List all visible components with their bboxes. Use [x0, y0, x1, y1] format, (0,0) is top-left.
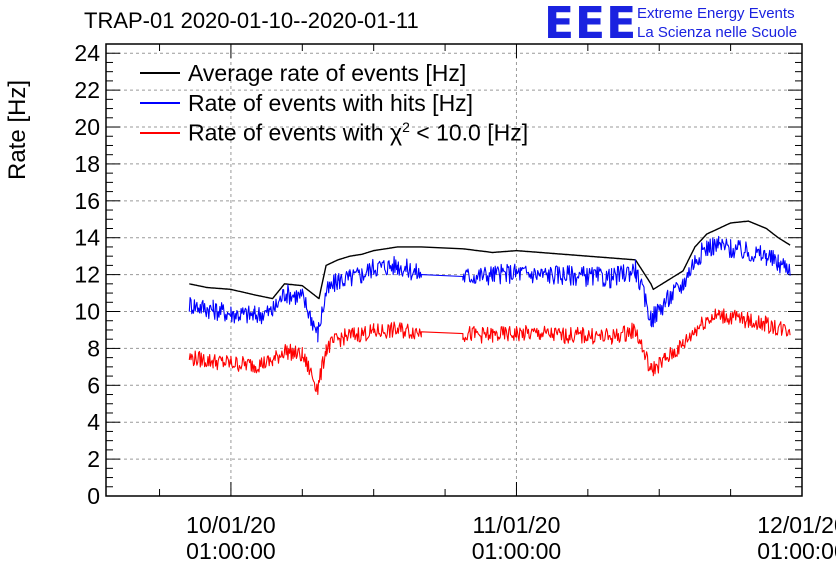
chart-title: TRAP-01 2020-01-10--2020-01-11: [84, 8, 419, 33]
series-line-average: [189, 220, 791, 300]
legend-entry-average: Average rate of events [Hz]: [140, 58, 528, 88]
legend-chi2-prefix: Rate of events with: [188, 119, 390, 146]
x-tick-label-date: 10/01/20: [186, 512, 276, 538]
x-tick-label-date: 11/01/20: [473, 512, 561, 538]
y-tick-label: 14: [74, 225, 100, 251]
legend-chi2-suffix: < 10.0 [Hz]: [409, 119, 529, 146]
logo-line-1: Extreme Energy Events: [637, 5, 795, 22]
x-tick-label-time: 01:00:00: [472, 538, 562, 564]
y-tick-label: 0: [87, 483, 100, 509]
y-tick-label: 20: [74, 114, 100, 140]
legend-swatch-hits: [140, 102, 180, 104]
y-tick-label: 4: [87, 409, 100, 435]
legend-chi2-symbol: χ: [390, 119, 403, 146]
legend-chi2-sup: 2: [402, 119, 410, 136]
legend-entry-chi2: Rate of events with χ2 < 10.0 [Hz]: [140, 118, 528, 148]
legend-label-hits: Rate of events with hits [Hz]: [188, 89, 474, 116]
y-tick-label: 8: [87, 335, 100, 361]
plot-frame: [105, 43, 803, 497]
y-tick-label: 18: [74, 151, 100, 177]
y-tick-label: 24: [74, 40, 100, 66]
logo-line-2: La Scienza nelle Scuole: [637, 24, 798, 41]
x-tick-label-date: 12/01/20: [757, 512, 836, 538]
x-tick-label-time: 01:00:00: [757, 538, 836, 564]
legend-swatch-average: [140, 72, 180, 74]
y-tick-label: 12: [74, 262, 100, 288]
x-tick-label-time: 01:00:00: [186, 538, 276, 564]
series-line-hits: [188, 235, 791, 343]
y-tick-label: 2: [87, 446, 100, 472]
legend: Average rate of events [Hz] Rate of even…: [140, 58, 528, 148]
y-tick-label: 16: [74, 188, 100, 214]
y-tick-label: 6: [87, 372, 100, 398]
y-tick-label: 10: [74, 299, 100, 325]
eee-logo: EEE: [544, 0, 638, 49]
legend-label-average: Average rate of events [Hz]: [188, 59, 467, 86]
y-axis-label: Rate [Hz]: [4, 79, 31, 180]
legend-entry-hits: Rate of events with hits [Hz]: [140, 88, 528, 118]
legend-label-chi2: Rate of events with χ2 < 10.0 [Hz]: [188, 119, 528, 147]
y-tick-label: 22: [74, 77, 100, 103]
legend-swatch-chi2: [140, 132, 180, 134]
series-line-chi2: [188, 308, 791, 396]
